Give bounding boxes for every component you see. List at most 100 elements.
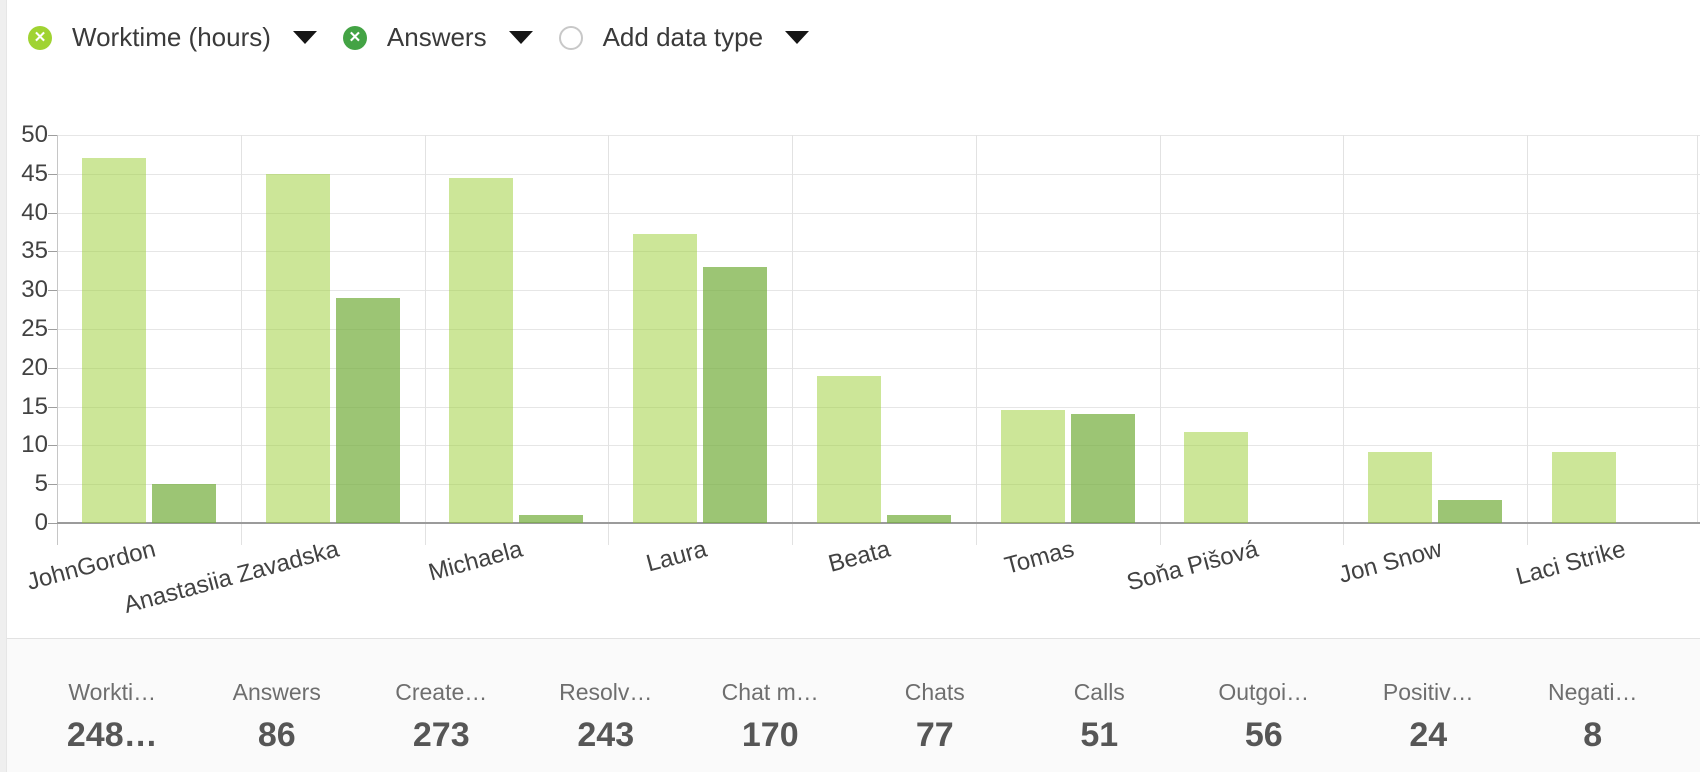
y-axis-tick: [48, 329, 57, 330]
stat-label: Negati…: [1548, 679, 1638, 705]
x-category-label: Laura: [643, 535, 710, 578]
x-axis-line: [57, 522, 1700, 524]
grid-line-v: [792, 135, 793, 545]
stat-item: Chat m… 170: [688, 679, 853, 753]
series-chip-worktime[interactable]: ✕ Worktime (hours): [28, 22, 317, 53]
stat-value: 8: [1583, 716, 1603, 754]
chevron-down-icon[interactable]: [785, 31, 810, 44]
y-tick-label: 35: [21, 237, 48, 265]
stat-item: Calls 51: [1017, 679, 1182, 753]
x-category-label: Soňa Pišová: [1123, 535, 1261, 597]
grid-line-v: [1343, 135, 1345, 545]
x-glyph: ✕: [348, 29, 362, 46]
y-tick-label: 25: [21, 315, 48, 342]
y-tick-label: 50: [21, 121, 48, 148]
stat-label: Chats: [904, 679, 965, 705]
bar-worktime[interactable]: [1184, 432, 1249, 523]
x-glyph: ✕: [33, 29, 47, 46]
x-category-label: Beata: [825, 535, 894, 578]
stat-label: Calls: [1073, 679, 1125, 705]
bar-worktime[interactable]: [1551, 451, 1616, 523]
y-tick-label: 20: [21, 353, 48, 381]
stat-label: Positiv…: [1382, 679, 1474, 705]
stat-item: Resolv… 243: [524, 679, 689, 753]
grid-line-h: [57, 367, 1700, 369]
y-axis-line: [57, 135, 58, 545]
grid-line-h: [57, 212, 1700, 214]
stat-label: Workti…: [68, 679, 157, 705]
y-axis-tick: [48, 212, 57, 214]
x-category-label: JohnGordon: [23, 535, 159, 596]
x-category-label: Tomas: [1001, 535, 1077, 580]
remove-series-answers-icon[interactable]: ✕: [342, 25, 367, 50]
stat-label: Chat m…: [721, 679, 819, 705]
remove-series-worktime-icon[interactable]: ✕: [28, 25, 52, 50]
stat-item: Workti… 248…: [30, 679, 195, 753]
y-tick-label: 40: [21, 198, 48, 226]
y-tick-label: 5: [34, 470, 48, 498]
y-tick-label: 45: [21, 159, 48, 187]
bar-worktime[interactable]: [265, 173, 330, 523]
bar-answers[interactable]: [703, 266, 768, 523]
stat-item: Outgoi… 56: [1182, 679, 1347, 753]
grid-line-v: [1527, 135, 1528, 545]
bar-answers[interactable]: [1070, 414, 1135, 523]
series-chip-answers[interactable]: ✕ Answers: [342, 22, 533, 53]
chevron-down-icon[interactable]: [292, 31, 317, 44]
add-data-type-chip[interactable]: Add data type: [558, 22, 810, 53]
bar-answers[interactable]: [886, 515, 951, 523]
bar-worktime[interactable]: [449, 177, 514, 523]
stat-value: 56: [1244, 716, 1283, 754]
bar-answers[interactable]: [151, 484, 216, 523]
grid-line-h: [57, 135, 1700, 136]
bar-worktime[interactable]: [1368, 451, 1433, 523]
grid-line-h: [57, 290, 1700, 292]
y-axis-tick: [48, 173, 57, 175]
y-axis-tick: [48, 445, 57, 447]
bar-worktime[interactable]: [81, 158, 146, 523]
stat-value: 77: [915, 716, 954, 754]
grid-line-h: [57, 329, 1700, 330]
x-category-label: Jon Snow: [1335, 535, 1445, 589]
stat-value: 86: [257, 716, 296, 754]
stat-item: Negati… 8: [1511, 679, 1676, 753]
grid-line-v: [1159, 135, 1161, 545]
bar-answers[interactable]: [335, 297, 400, 523]
summary-panel: Workti… 248… Answers 86 Create… 273 Resolv… 243…: [0, 638, 1700, 772]
bar-worktime[interactable]: [1000, 410, 1065, 523]
stat-item: Positiv… 24: [1346, 679, 1511, 753]
y-axis-tick: [48, 523, 57, 524]
stat-value: 248…: [66, 716, 158, 754]
stat-value: 243: [577, 716, 635, 754]
add-data-type-radio-icon[interactable]: [558, 25, 583, 50]
stat-value: 170: [741, 716, 799, 754]
y-axis-tick: [48, 290, 57, 292]
y-tick-label: 0: [34, 509, 48, 536]
grid-line-v: [424, 135, 426, 545]
x-category-label: Michaela: [425, 535, 526, 587]
stat-value: 51: [1080, 716, 1119, 754]
y-axis-tick: [48, 484, 57, 486]
chevron-down-icon[interactable]: [508, 31, 533, 44]
y-tick-label: 10: [21, 431, 48, 459]
bar-worktime[interactable]: [816, 375, 881, 523]
bar-chart: 0 5 10 15 20 25 30 35 40 45 50 JohnGordon Anastasiia…: [21, 121, 1700, 619]
data-type-toolbar: ✕ Worktime (hours) ✕ Answers Add data ty…: [28, 22, 810, 53]
stat-value: 24: [1409, 716, 1448, 754]
grid-line-h: [57, 251, 1700, 253]
series-chip-answers-label: Answers: [386, 22, 487, 52]
stat-item: Chats 77: [853, 679, 1018, 753]
grid-line-h: [57, 173, 1700, 175]
y-axis-tick: [48, 367, 57, 369]
bar-answers[interactable]: [1438, 499, 1503, 523]
bar-worktime[interactable]: [633, 233, 698, 523]
y-tick-label: 15: [21, 392, 48, 420]
x-category-label: Laci Strike: [1513, 535, 1629, 591]
y-tick-label: 30: [21, 276, 48, 304]
stat-item: Answers 86: [195, 679, 360, 753]
y-axis-tick: [48, 251, 57, 253]
series-chip-worktime-label: Worktime (hours): [72, 22, 271, 52]
panel-edge-divider: [0, 0, 7, 772]
bar-answers[interactable]: [519, 515, 584, 523]
